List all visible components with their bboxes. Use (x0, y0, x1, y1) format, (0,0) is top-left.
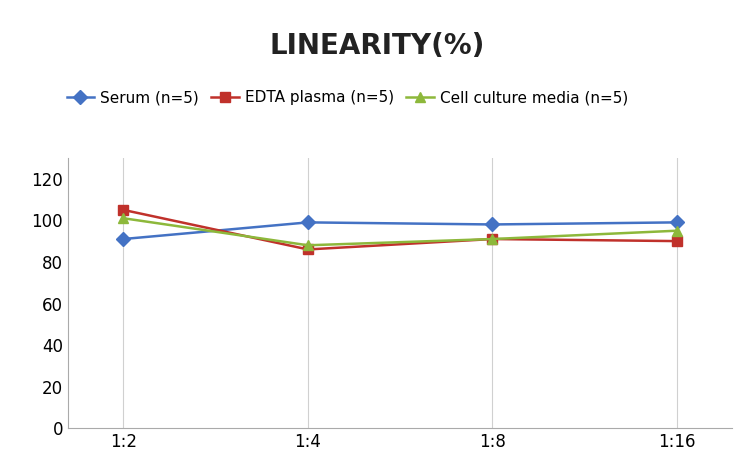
Line: Serum (n=5): Serum (n=5) (119, 217, 682, 244)
Legend: Serum (n=5), EDTA plasma (n=5), Cell culture media (n=5): Serum (n=5), EDTA plasma (n=5), Cell cul… (60, 84, 634, 111)
Cell culture media (n=5) (673, 228, 682, 234)
EDTA plasma (n=5) (119, 207, 128, 212)
Cell culture media (n=5) (119, 216, 128, 221)
Serum (n=5) (488, 222, 497, 227)
Line: EDTA plasma (n=5): EDTA plasma (n=5) (119, 205, 682, 254)
Cell culture media (n=5) (304, 243, 313, 248)
Cell culture media (n=5) (488, 236, 497, 242)
Text: LINEARITY(%): LINEARITY(%) (270, 32, 485, 60)
Serum (n=5) (673, 220, 682, 225)
EDTA plasma (n=5) (304, 247, 313, 252)
Serum (n=5) (119, 236, 128, 242)
EDTA plasma (n=5) (673, 239, 682, 244)
EDTA plasma (n=5) (488, 236, 497, 242)
Line: Cell culture media (n=5): Cell culture media (n=5) (119, 213, 682, 250)
Serum (n=5) (304, 220, 313, 225)
